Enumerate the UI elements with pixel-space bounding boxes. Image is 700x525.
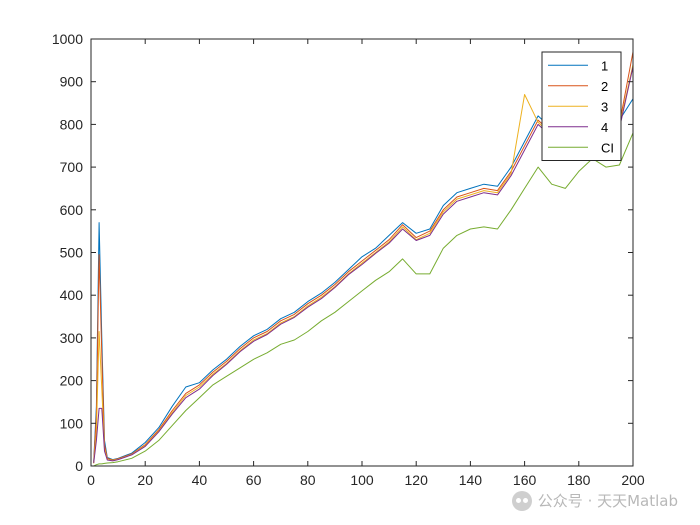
- wechat-icon: [511, 490, 532, 511]
- x-tick-label: 80: [300, 472, 316, 488]
- legend: 1 2 3 4 CI: [541, 51, 622, 161]
- x-tick-label: 40: [192, 472, 208, 488]
- series-line-ci: [93, 132, 634, 467]
- y-tick-label: 300: [60, 330, 84, 346]
- x-tick-label: 160: [513, 472, 537, 488]
- x-tick-label: 120: [405, 472, 429, 488]
- y-tick-label: 700: [60, 159, 84, 175]
- y-tick-label: 800: [60, 116, 84, 132]
- legend-label: 1: [601, 58, 608, 73]
- x-tick-label: 100: [350, 472, 374, 488]
- legend-label: CI: [601, 140, 614, 155]
- y-tick-label: 0: [75, 458, 83, 474]
- watermark-text: 公众号 · 天天Matlab: [537, 492, 678, 510]
- y-tick-label: 1000: [52, 31, 83, 47]
- x-tick-label: 0: [87, 472, 95, 488]
- y-tick-label: 500: [60, 245, 84, 261]
- watermark: 公众号 · 天天Matlab: [511, 490, 678, 511]
- x-tick-label: 140: [459, 472, 483, 488]
- y-ticks: 0 100 200 300 400 500 600 700 800 900 1000: [52, 31, 633, 474]
- x-tick-label: 60: [246, 472, 262, 488]
- y-tick-label: 900: [60, 74, 84, 90]
- x-tick-label: 180: [567, 472, 591, 488]
- y-tick-label: 200: [60, 373, 84, 389]
- series-layer: [93, 51, 634, 467]
- x-tick-label: 20: [137, 472, 153, 488]
- x-ticks: 0 20 40 60 80 100 120 140 160 180 200: [87, 39, 645, 488]
- series-line-4: [93, 66, 634, 464]
- y-tick-label: 400: [60, 287, 84, 303]
- y-tick-label: 100: [60, 415, 84, 431]
- x-tick-label: 200: [621, 472, 645, 488]
- legend-label: 4: [601, 120, 608, 135]
- y-tick-label: 600: [60, 202, 84, 218]
- series-line-1: [93, 98, 634, 462]
- legend-label: 2: [601, 79, 608, 94]
- legend-label: 3: [601, 99, 608, 114]
